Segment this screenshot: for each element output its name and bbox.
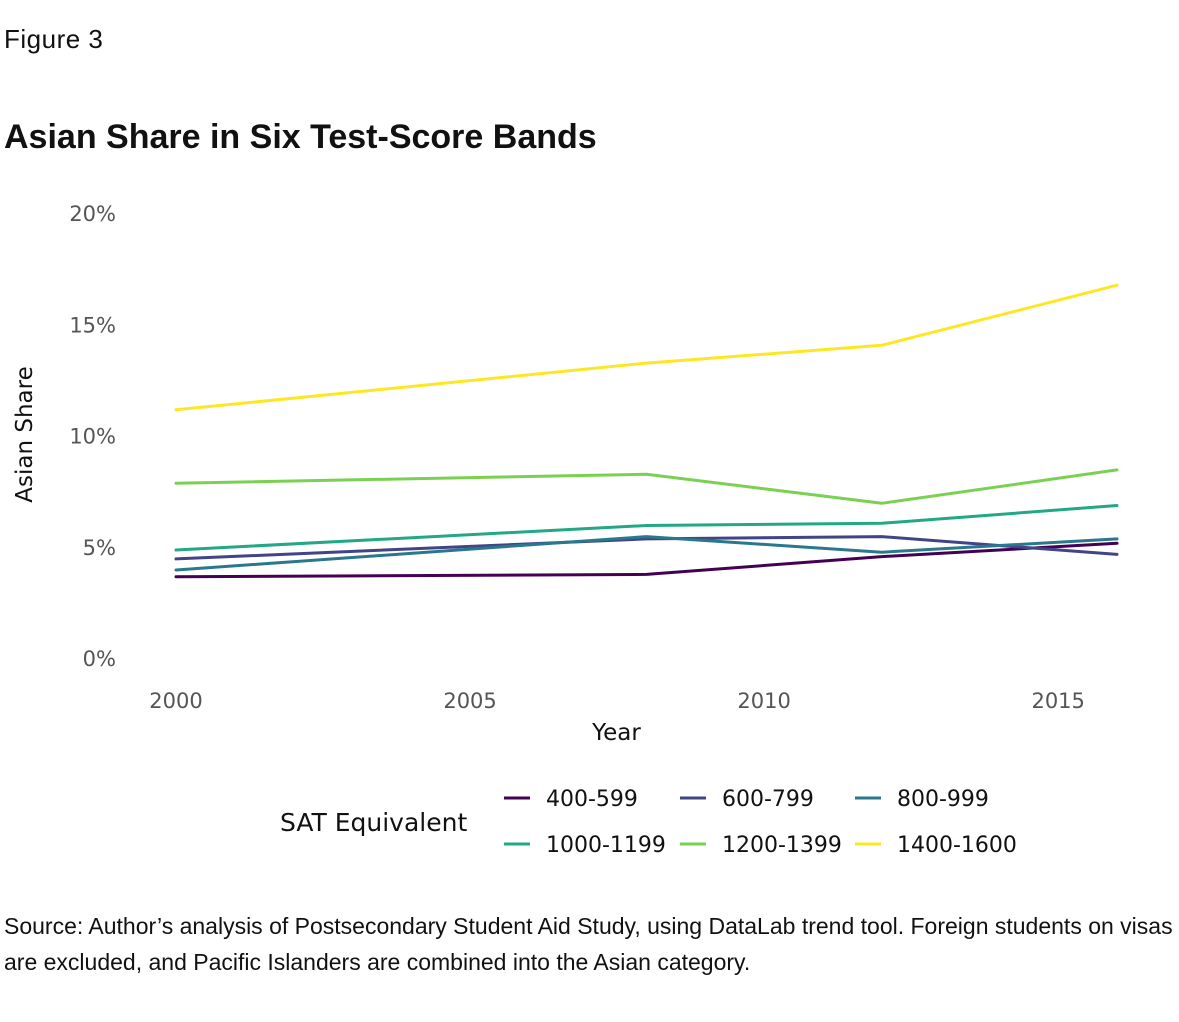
x-axis-ticks: 2000 2005 2010 2015 xyxy=(149,689,1085,713)
legend-item: 1200-1399 xyxy=(680,833,842,858)
y-tick-label: 10% xyxy=(69,425,116,449)
source-note: Source: Author’s analysis of Postseconda… xyxy=(4,913,1173,975)
series-line-1200-1399 xyxy=(174,468,1119,505)
y-axis-title: Asian Share xyxy=(12,366,38,502)
legend-label: 600-799 xyxy=(722,787,814,812)
line-chart: 0% 5% 10% 15% 20% 2000 2005 2010 2015 Year Asia… xyxy=(12,202,1119,858)
legend-label: 400-599 xyxy=(546,787,638,812)
y-axis-ticks: 0% 5% 10% 15% 20% xyxy=(69,202,116,671)
series-line-800-999 xyxy=(174,535,1119,572)
legend-item: 800-999 xyxy=(855,787,989,812)
series-lines xyxy=(174,283,1119,579)
legend: SAT Equivalent 400-599 600-799 800-999 1000… xyxy=(280,787,1017,858)
x-tick-label: 2015 xyxy=(1031,689,1084,713)
figure-label: Figure 3 xyxy=(4,24,104,54)
legend-label: 1400-1600 xyxy=(897,833,1017,858)
legend-label: 1200-1399 xyxy=(722,833,842,858)
y-tick-label: 20% xyxy=(69,202,116,226)
legend-item: 600-799 xyxy=(680,787,814,812)
legend-label: 800-999 xyxy=(897,787,989,812)
series-line-400-599 xyxy=(174,541,1119,579)
legend-items: 400-599 600-799 800-999 1000-1199 1200-1399 1… xyxy=(504,787,1017,858)
series-line-1400-1600 xyxy=(174,283,1119,412)
legend-title: SAT Equivalent xyxy=(280,808,467,837)
x-axis-title: Year xyxy=(591,720,641,746)
x-tick-label: 2010 xyxy=(737,689,790,713)
y-tick-label: 15% xyxy=(69,313,116,337)
series-line-1000-1199 xyxy=(174,504,1119,552)
legend-item: 400-599 xyxy=(504,787,638,812)
y-tick-label: 0% xyxy=(83,647,116,671)
y-tick-label: 5% xyxy=(83,536,116,560)
legend-item: 1400-1600 xyxy=(855,833,1017,858)
legend-item: 1000-1199 xyxy=(504,833,666,858)
figure-title: Asian Share in Six Test-Score Bands xyxy=(4,118,597,156)
legend-label: 1000-1199 xyxy=(546,833,666,858)
x-tick-label: 2005 xyxy=(443,689,496,713)
x-tick-label: 2000 xyxy=(149,689,202,713)
